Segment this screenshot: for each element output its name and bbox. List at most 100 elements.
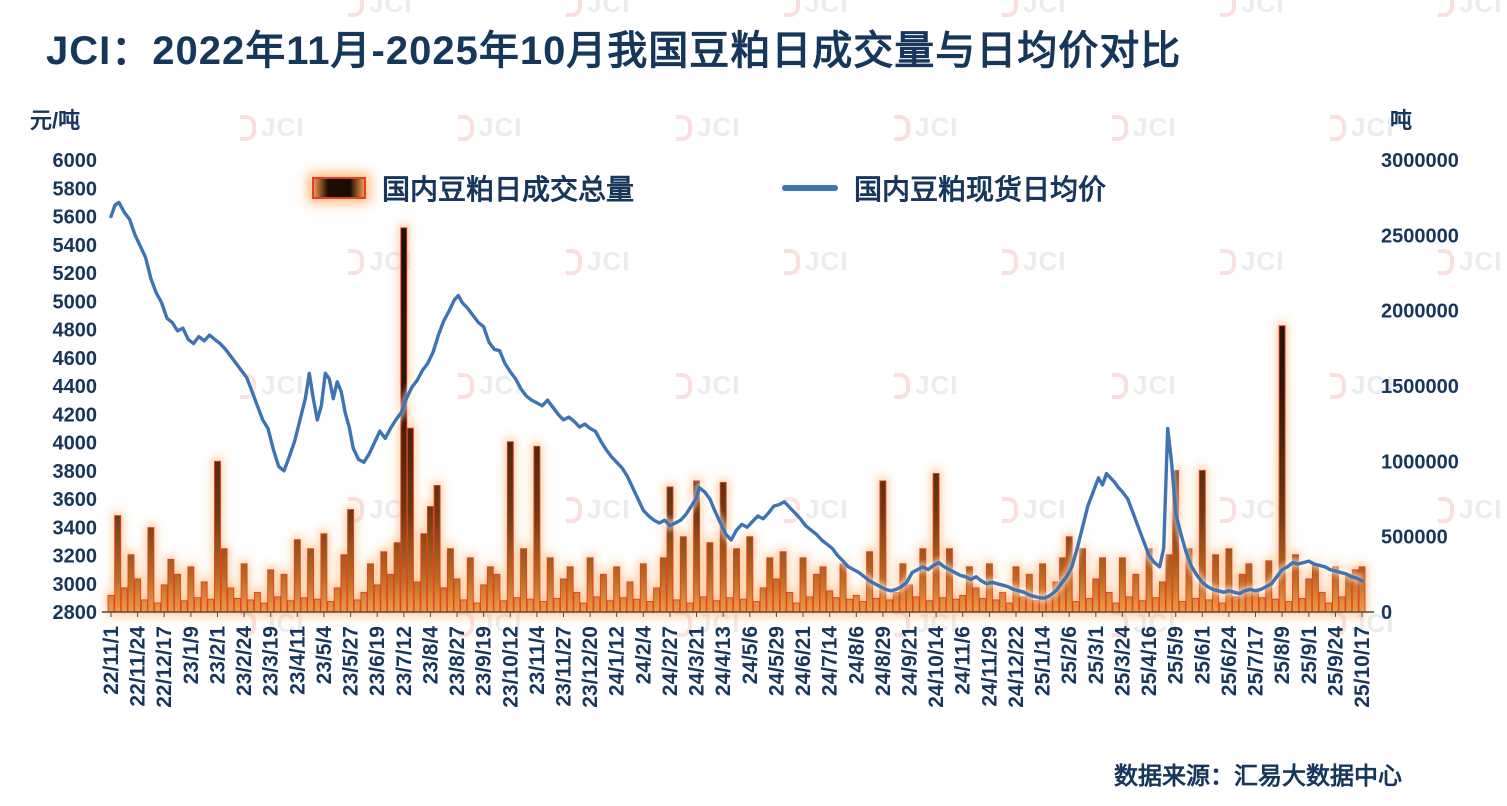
volume-bar [154, 602, 162, 613]
jci-logo-mark [894, 372, 910, 399]
volume-bar [380, 551, 388, 613]
jci-watermark: JCI [348, 0, 412, 19]
jci-logo-mark [1330, 372, 1346, 399]
volume-bar [194, 597, 201, 613]
x-axis-tick-label: 24/2/27 [659, 626, 682, 696]
x-axis-tick-label: 23/11/4 [526, 626, 549, 695]
x-axis-tick-label: 23/2/1 [207, 626, 230, 685]
volume-bar [999, 591, 1007, 613]
left-axis-tick-label: 3000 [53, 574, 98, 596]
x-axis-tick-label: 22/11/24 [127, 626, 150, 707]
volume-bar [327, 601, 335, 613]
jci-watermark: JCI [1438, 0, 1502, 19]
jci-watermark: JCI [894, 370, 958, 401]
x-axis-tick-label: 24/6/21 [792, 626, 815, 696]
volume-bar [560, 578, 567, 613]
x-axis-tick-label: 23/5/27 [340, 626, 363, 696]
page-title: JCI：2022年11月-2025年10月我国豆粕日成交量与日均价对比 [46, 29, 1182, 73]
jci-logo-mark [894, 114, 910, 141]
jci-watermark: JCI [1220, 494, 1284, 525]
volume-bar [273, 596, 281, 613]
legend-volume: 国内豆粕日成交总量 [312, 168, 634, 208]
jci-watermark-text: JCI [805, 0, 849, 18]
volume-bar [1165, 554, 1173, 613]
jci-watermark-text: JCI [261, 370, 305, 400]
volume-bar [593, 596, 601, 613]
volume-bar [313, 598, 321, 613]
x-axis-tick-label: 25/3/1 [1085, 626, 1108, 685]
left-axis-tick-label: 3200 [53, 546, 98, 568]
x-axis-tick-label: 25/10/17 [1351, 626, 1374, 708]
jci-logo-mark [1220, 0, 1236, 17]
jci-watermark: JCI [676, 112, 740, 143]
jci-watermark: JCI [1438, 494, 1502, 525]
volume-bar [540, 601, 547, 613]
jci-watermark: JCI [566, 494, 630, 525]
volume-bar [912, 596, 920, 613]
jci-watermark-text: JCI [587, 494, 631, 524]
volume-bar [832, 597, 840, 613]
volume-bar [919, 548, 927, 613]
x-axis-tick-label: 25/7/17 [1245, 626, 1268, 696]
jci-logo-mark [458, 114, 474, 141]
volume-bar [892, 591, 900, 613]
x-axis-tick-label: 25/3/24 [1111, 626, 1134, 696]
volume-bar [347, 509, 355, 613]
volume-bar [1305, 578, 1313, 613]
volume-bar [353, 599, 361, 613]
volume-bar [533, 445, 541, 613]
x-axis-tick-label: 25/5/9 [1165, 626, 1188, 684]
volume-bar [413, 581, 421, 613]
jci-logo-mark [458, 372, 474, 399]
volume-bar [719, 481, 727, 613]
volume-bar [200, 581, 208, 613]
volume-bar [972, 587, 980, 613]
left-axis-tick-label: 4200 [53, 404, 98, 426]
volume-bar [746, 536, 754, 613]
left-axis-tick-label: 5000 [53, 291, 98, 313]
jci-logo-mark [348, 0, 364, 17]
x-axis-tick-label: 24/4/13 [712, 626, 735, 696]
volume-bar [214, 460, 221, 613]
jci-logo-mark [240, 114, 256, 141]
jci-watermark-text: JCI [1133, 370, 1177, 400]
volume-bar [1138, 600, 1146, 613]
volume-bar [433, 484, 441, 613]
volume-bar [686, 602, 694, 613]
volume-bar [227, 587, 235, 613]
volume-bar [267, 569, 275, 613]
jci-watermark-text: JCI [1459, 246, 1503, 276]
x-axis-tick-label: 25/6/24 [1218, 626, 1241, 696]
volume-bar [293, 539, 301, 613]
x-axis-tick-label: 23/4/11 [286, 626, 309, 695]
volume-bar [799, 557, 807, 613]
volume-bar [939, 597, 947, 613]
left-axis-tick-label: 6000 [53, 150, 98, 172]
volume-bar [945, 548, 953, 613]
volume-bar [826, 590, 834, 613]
volume-bar [147, 527, 155, 613]
volume-bar [1032, 600, 1040, 613]
left-axis-tick-label: 2800 [53, 602, 98, 624]
x-axis-tick-label: 23/11/27 [553, 626, 576, 707]
volume-bar [733, 548, 740, 613]
jci-watermark-text: JCI [697, 370, 741, 400]
volume-bar [340, 554, 348, 613]
jci-logo-mark [1112, 372, 1128, 399]
jci-watermark-text: JCI [1023, 494, 1067, 524]
x-axis-tick-label: 23/7/12 [393, 626, 416, 696]
right-axis-tick-label: 3000000 [1381, 150, 1459, 172]
volume-bar [360, 591, 368, 613]
x-axis-tick-label: 25/8/9 [1271, 626, 1294, 684]
left-axis-tick-label: 4800 [53, 320, 98, 342]
jci-watermark-text: JCI [1133, 112, 1177, 142]
jci-logo-mark [566, 496, 582, 523]
left-axis-tick-label: 3800 [53, 461, 98, 483]
volume-bar [639, 563, 647, 613]
x-axis-tick-label: 24/7/14 [819, 626, 842, 696]
volume-bar [673, 599, 681, 613]
volume-bar [480, 584, 488, 613]
jci-logo-mark [1002, 0, 1018, 17]
jci-watermark-text: JCI [1351, 370, 1395, 400]
